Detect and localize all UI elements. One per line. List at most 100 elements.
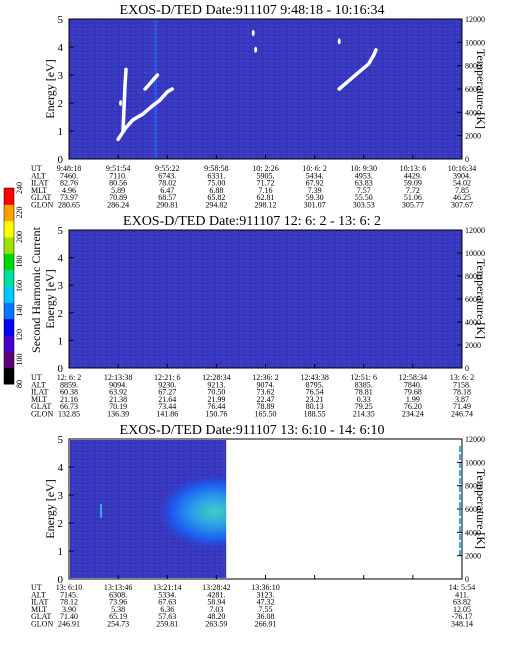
ephemeris-value: 78.12 (60, 598, 78, 607)
ephemeris-value: 7.55 (259, 605, 273, 614)
left-tick-label: 1 (58, 126, 64, 138)
right-tick-label: 10000 (465, 249, 485, 258)
ephemeris-row-label: GLAT (31, 612, 52, 621)
panel-3-right-axis: 0 2000 4000 6000 8000 10000 12000 (457, 435, 485, 584)
ephemeris-value: 48.20 (207, 612, 225, 621)
ephemeris-value: 13:21:14 (153, 583, 181, 592)
ephemeris-value: 294.82 (205, 201, 227, 210)
panel-3-features (70, 440, 461, 578)
colorbar-segment (4, 335, 14, 352)
ephemeris-value: 7460. (60, 171, 78, 180)
panel-2-ylabel-right: Temperature [K] (474, 259, 488, 339)
bright-stripe (154, 20, 157, 158)
ephemeris-row-label: ALT (31, 171, 46, 180)
right-tick-label: 12000 (465, 15, 485, 24)
ephemeris-value: 9074. (257, 380, 275, 389)
ephemeris-value: 12:58:34 (399, 373, 427, 382)
ephemeris-value: 8859. (60, 380, 78, 389)
ephemeris-value: 14: 5:54 (449, 583, 475, 592)
ephemeris-value: 80.13 (306, 402, 324, 411)
ephemeris-value: 79.68 (404, 388, 422, 397)
ephemeris-value: 21.38 (109, 395, 127, 404)
ephemeris-value: 259.81 (156, 620, 178, 629)
ephemeris-value: 7840. (404, 380, 422, 389)
ephemeris-row-label: UT (31, 583, 42, 592)
ephemeris-value: 47.32 (257, 598, 275, 607)
colorbar: 80 100 120 140 160 180 200 220 240 (3, 182, 24, 388)
ephemeris-value: 9094. (109, 380, 127, 389)
ephemeris-value: 136.39 (107, 410, 129, 419)
ephemeris-value: 246.74 (451, 410, 473, 419)
edge-strip (459, 534, 461, 540)
ephemeris-value: 280.65 (58, 201, 80, 210)
temperature-trace (337, 48, 378, 91)
left-tick-label: 5 (58, 434, 64, 446)
temperature-point (254, 46, 258, 53)
ephemeris-value: 10:16:34 (448, 164, 476, 173)
colorbar-tick-label: 200 (15, 231, 24, 243)
ephemeris-value: 73.97 (60, 193, 78, 202)
left-tick-label: 4 (58, 253, 64, 265)
ephemeris-row-label: GLAT (31, 402, 52, 411)
panel-3-ylabel-right: Temperature [K] (474, 469, 488, 549)
colorbar-segment (4, 188, 14, 205)
colorbar-segment (4, 351, 14, 369)
panel-2: EXOS-D/TED Date:911107 12: 6: 2 - 13: 6:… (3, 182, 488, 419)
ephemeris-value: 266.91 (255, 620, 277, 629)
ephemeris-value: 9:58:58 (204, 164, 228, 173)
panel-2-plot-area (68, 229, 463, 369)
ephemeris-value: 78.89 (257, 402, 275, 411)
ephemeris-value: 55.50 (355, 193, 373, 202)
ephemeris-value: 67.27 (158, 388, 176, 397)
colorbar-tick-label: 80 (15, 380, 24, 388)
ephemeris-value: 10: 9:30 (351, 164, 377, 173)
ephemeris-value: 298.12 (255, 201, 277, 210)
ephemeris-value: 68.57 (158, 193, 176, 202)
left-tick-label: 4 (58, 462, 64, 474)
panel-1-plot-area (68, 18, 463, 160)
colorbar-tick-label: 180 (15, 256, 24, 268)
colorbar-segment (4, 220, 14, 238)
ephemeris-value: 58.94 (207, 598, 225, 607)
ephemeris-value: 263.59 (205, 620, 227, 629)
ephemeris-row-label: ILAT (31, 179, 48, 188)
colorbar-tick-label: 220 (15, 207, 24, 219)
edge-strip (459, 550, 461, 556)
ephemeris-value: 75.00 (207, 179, 225, 188)
colorbar-segment (4, 286, 14, 303)
ephemeris-value: 23.21 (306, 395, 324, 404)
ephemeris-value: 286.24 (107, 201, 129, 210)
edge-strip (459, 454, 461, 460)
ephemeris-row-label: ILAT (31, 388, 48, 397)
ephemeris-value: 65.82 (207, 193, 225, 202)
left-tick-label: 3 (58, 490, 64, 502)
ephemeris-value: 9:51:54 (106, 164, 130, 173)
temperature-trace (121, 67, 128, 133)
panel-1-left-axis: 0 1 2 3 4 5 (58, 14, 74, 166)
ephemeris-value: 79.25 (355, 402, 373, 411)
ephemeris-value: 21.16 (60, 395, 78, 404)
ephemeris-value: 67.63 (158, 598, 176, 607)
ephemeris-value: 10: 6: 2 (302, 164, 326, 173)
right-tick-label: 0 (465, 575, 469, 584)
edge-strip (459, 470, 461, 476)
ephemeris-value: 6308. (109, 590, 127, 599)
ephemeris-value: 12:43:38 (300, 373, 328, 382)
ephemeris-value: 7.57 (357, 186, 371, 195)
panel-1-features (116, 20, 378, 158)
left-tick-label: 2 (58, 98, 64, 110)
ephemeris-value: 290.81 (156, 201, 178, 210)
ephemeris-value: 7110. (109, 171, 127, 180)
ephemeris-value: 3123. (257, 590, 275, 599)
ephemeris-value: 4281. (207, 590, 225, 599)
ephemeris-value: 7.03 (209, 605, 223, 614)
ephemeris-value: 303.53 (353, 201, 375, 210)
edge-strip (459, 486, 461, 492)
ephemeris-value: 254.73 (107, 620, 129, 629)
colorbar-segment (4, 237, 14, 254)
left-tick-label: 0 (58, 154, 64, 166)
ephemeris-value: 5334. (158, 590, 176, 599)
ephemeris-value: 7.85 (455, 186, 469, 195)
